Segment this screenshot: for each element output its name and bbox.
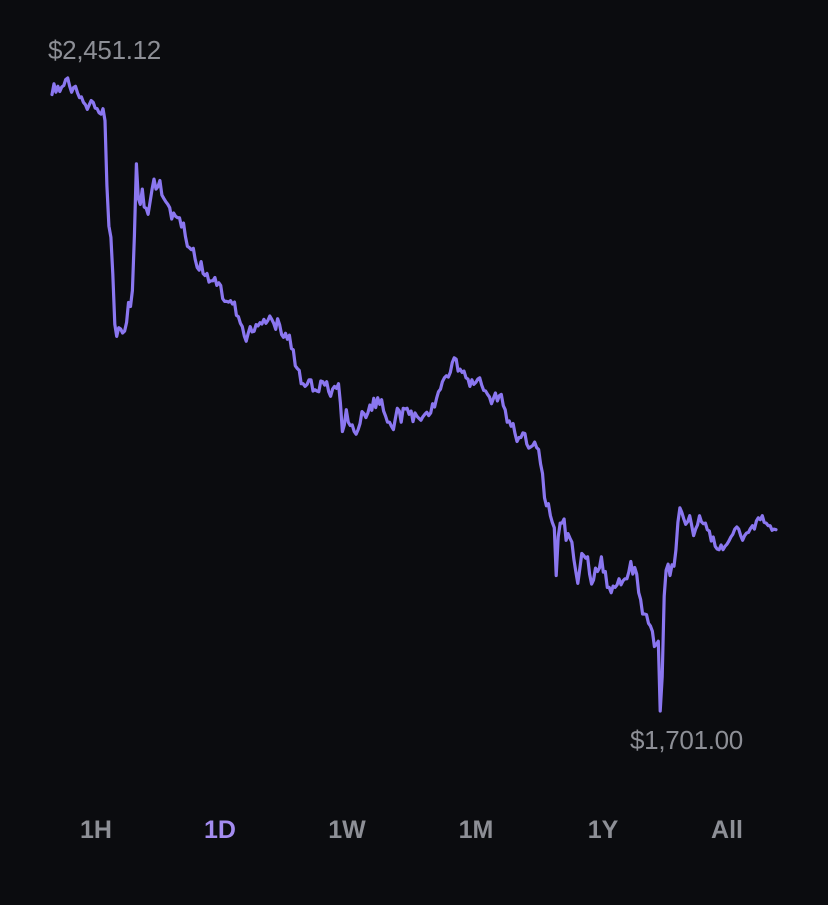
time-range-selector: 1H 1D 1W 1M 1Y All [0,808,828,858]
tab-1w[interactable]: 1W [328,816,366,844]
high-price-label: $2,451.12 [48,35,161,65]
tab-1m[interactable]: 1M [458,816,494,844]
tab-1h[interactable]: 1H [80,816,112,844]
tab-all[interactable]: All [711,816,743,844]
price-chart: $2,451.12 $1,701.00 [48,35,778,755]
low-price-label: $1,701.00 [630,725,743,755]
price-series-line [50,76,778,713]
tab-1d[interactable]: 1D [204,816,236,844]
tab-1y[interactable]: 1Y [587,816,619,844]
price-chart-svg [50,76,778,713]
